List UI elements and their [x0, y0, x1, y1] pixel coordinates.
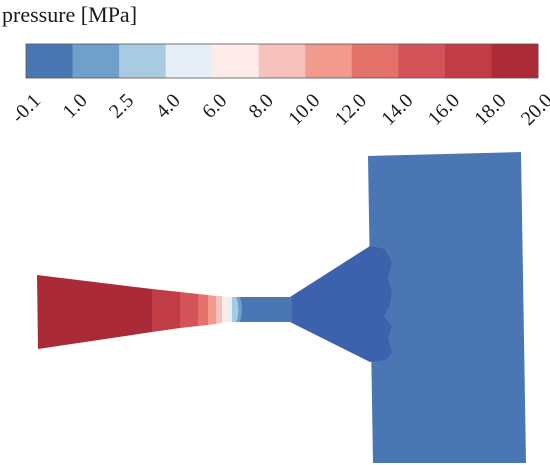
colorbar-bin [258, 44, 306, 78]
colorbar-tick-label: 2.5 [105, 90, 138, 123]
colorbar-bin [165, 44, 213, 78]
colorbar-tick-label: 14.0 [377, 90, 417, 130]
nozzle-band-16 [180, 292, 198, 328]
nozzle-band-8 [222, 296, 228, 323]
colorbar-tick-label: 8.0 [245, 90, 278, 123]
colorbar-bin [72, 44, 120, 78]
throat-channel [238, 297, 292, 322]
colorbar-tick-label: 10.0 [284, 90, 324, 130]
colorbar-tick-label: 12.0 [331, 90, 371, 130]
colorbar-tick-label: -0.1 [7, 90, 45, 128]
colorbar-tick-labels: -0.1 1.0 2.5 4.0 6.0 8.0 10.0 12.0 14.0 16.0 18.0 2… [7, 90, 550, 130]
colorbar-bin [351, 44, 399, 78]
colorbar-tick-label: 4.0 [152, 90, 185, 123]
nozzle-band-4 [232, 297, 239, 322]
colorbar [26, 44, 539, 78]
outlet-reservoir [368, 152, 526, 463]
colorbar-tick-label: 20.0 [517, 90, 550, 130]
colorbar-bin [305, 44, 353, 78]
colorbar-tick-label: 18.0 [470, 90, 510, 130]
colorbar-bin [26, 44, 74, 78]
colorbar-tick-label: 6.0 [198, 90, 231, 123]
colorbar-legend: pressure [MPa] -0.1 1.0 2.5 4.0 6.0 8.0 10.0 12… [2, 2, 550, 130]
nozzle-band-6 [228, 297, 232, 322]
colorbar-tick-label: 1.0 [58, 90, 91, 123]
colorbar-bin [491, 44, 539, 78]
nozzle-band-2 [236, 297, 242, 322]
nozzle-band-14 [198, 294, 208, 326]
diverging-section [290, 246, 392, 362]
nozzle-band-10 [216, 296, 222, 324]
colorbar-bin [444, 44, 492, 78]
nozzle-band-20 [37, 275, 152, 349]
colorbar-bin [119, 44, 167, 78]
simulation-domain [37, 152, 526, 463]
nozzle-band-18 [152, 289, 180, 332]
colorbar-bin [398, 44, 446, 78]
colorbar-frame [25, 43, 539, 79]
legend-title: pressure [MPa] [2, 2, 137, 27]
colorbar-bin [212, 44, 260, 78]
colorbar-tick-label: 16.0 [424, 90, 464, 130]
nozzle-band-12 [208, 295, 216, 325]
